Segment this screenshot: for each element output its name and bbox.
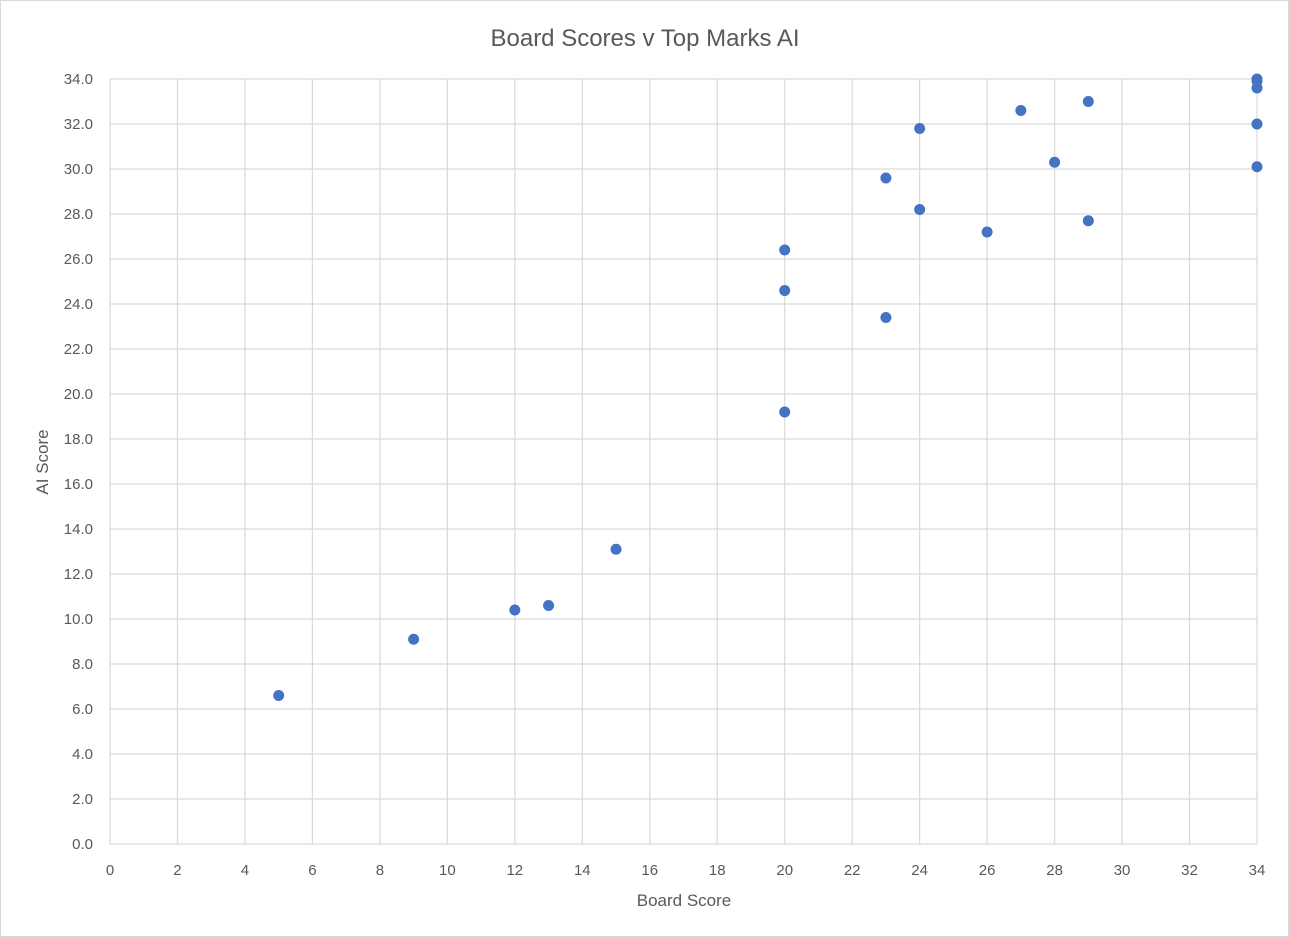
x-tick-label: 12 — [506, 862, 523, 879]
x-tick-label: 32 — [1181, 862, 1198, 879]
y-tick-label: 22.0 — [64, 341, 93, 358]
x-tick-label: 4 — [241, 862, 249, 879]
x-axis-label: Board Score — [637, 891, 732, 910]
data-point — [779, 285, 791, 296]
x-tick-label: 18 — [709, 862, 726, 879]
x-tick-label: 0 — [106, 862, 114, 879]
x-tick-label: 28 — [1046, 862, 1063, 879]
chart-title: Board Scores v Top Marks AI — [490, 25, 799, 52]
data-point — [880, 172, 892, 184]
y-tick-label: 18.0 — [64, 431, 93, 448]
x-tick-labels: 0 2 4 6 8 10 12 14 16 18 20 22 24 26 28 30 32 34 — [106, 862, 1266, 879]
y-tick-label: 0.0 — [72, 836, 93, 853]
y-tick-label: 26.0 — [64, 251, 93, 268]
y-tick-label: 16.0 — [64, 476, 93, 493]
y-tick-label: 8.0 — [72, 656, 93, 673]
data-point — [610, 543, 622, 555]
data-point — [914, 204, 926, 215]
x-tick-label: 16 — [641, 862, 658, 879]
y-tick-label: 34.0 — [64, 71, 93, 88]
data-point — [1251, 82, 1263, 94]
data-point — [509, 604, 521, 616]
y-tick-label: 32.0 — [64, 116, 93, 133]
data-point — [1015, 105, 1027, 116]
data-point — [273, 690, 285, 701]
x-tick-label: 2 — [173, 862, 181, 879]
x-tick-label: 20 — [776, 862, 793, 879]
y-tick-label: 30.0 — [64, 161, 93, 178]
data-point — [543, 600, 555, 611]
data-point — [1049, 156, 1061, 168]
data-point — [1251, 161, 1263, 173]
data-point — [1251, 118, 1263, 130]
x-tick-label: 24 — [911, 862, 928, 879]
y-tick-label: 28.0 — [64, 206, 93, 223]
x-tick-label: 10 — [439, 862, 456, 879]
y-tick-labels: 0.0 2.0 4.0 6.0 8.0 10.0 12.0 14.0 16.0 18.0 20.0 2… — [64, 71, 93, 853]
x-tick-label: 22 — [844, 862, 861, 879]
gridlines — [109, 78, 1258, 845]
x-tick-label: 8 — [376, 862, 384, 879]
y-axis-label: AI Score — [33, 429, 52, 494]
y-tick-label: 6.0 — [72, 701, 93, 718]
data-points — [273, 73, 1263, 701]
x-tick-label: 6 — [308, 862, 316, 879]
y-tick-label: 10.0 — [64, 611, 93, 628]
data-point — [914, 123, 926, 134]
data-point — [779, 406, 791, 418]
x-tick-label: 34 — [1249, 862, 1266, 879]
y-tick-label: 24.0 — [64, 296, 93, 313]
data-point — [981, 226, 993, 238]
y-tick-label: 12.0 — [64, 566, 93, 583]
y-tick-label: 2.0 — [72, 791, 93, 808]
data-point — [1082, 96, 1094, 107]
data-point — [779, 244, 791, 256]
y-tick-label: 14.0 — [64, 521, 93, 538]
x-tick-label: 14 — [574, 862, 591, 879]
x-tick-label: 26 — [979, 862, 996, 879]
data-point — [880, 312, 892, 323]
y-tick-label: 20.0 — [64, 386, 93, 403]
data-point — [1082, 215, 1094, 227]
x-tick-label: 30 — [1114, 862, 1131, 879]
y-tick-label: 4.0 — [72, 746, 93, 763]
data-point — [408, 633, 420, 645]
